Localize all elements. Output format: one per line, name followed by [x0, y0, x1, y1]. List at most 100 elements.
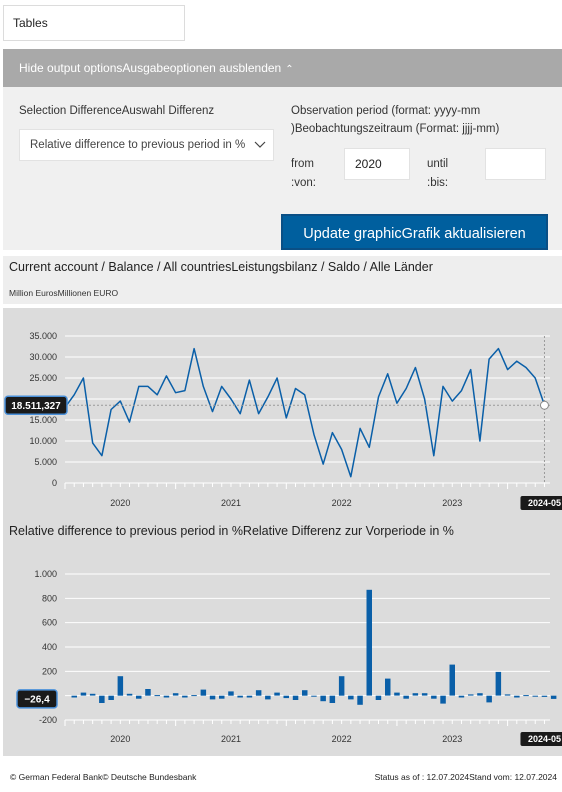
x-tick-label: 2020	[110, 734, 130, 744]
bar	[458, 695, 465, 698]
bar	[209, 695, 216, 700]
y-tick-label: 15.000	[29, 415, 57, 425]
until-input[interactable]	[485, 148, 546, 180]
bar	[338, 676, 345, 696]
bar	[219, 695, 225, 699]
from-label-2: :von:	[291, 177, 316, 189]
bar	[468, 694, 474, 696]
y-tick-label: 600	[42, 618, 57, 628]
bar	[163, 695, 170, 698]
footer-status: Status as of : 12.07.2024Stand vom: 12.0…	[374, 772, 557, 782]
x-tick-label: 2021	[221, 498, 241, 508]
bar	[311, 695, 317, 697]
bar	[394, 692, 400, 696]
y-tick-label: 5.000	[34, 457, 57, 467]
until-label-1: until	[427, 158, 449, 170]
observation-period-label-1: Observation period (format: yyyy-mm	[291, 105, 481, 117]
bar	[486, 695, 492, 703]
bar	[71, 695, 77, 698]
bar	[265, 695, 271, 700]
x-tick-label: 2022	[332, 734, 352, 744]
bar	[495, 671, 502, 696]
bar	[514, 695, 520, 698]
bar	[246, 695, 253, 698]
bar	[145, 689, 151, 696]
hide-options-label: Hide output optionsAusgabeoptionen ausbl…	[19, 61, 282, 75]
bar	[80, 692, 87, 696]
bar	[403, 695, 409, 699]
until-label-2: :bis:	[427, 177, 449, 189]
cursor-y-badge	[16, 689, 58, 709]
bar	[440, 695, 446, 704]
y-tick-label: 25.000	[29, 373, 57, 383]
from-input[interactable]: 2020	[344, 148, 410, 180]
cursor-x-label: 2024-05	[528, 734, 561, 744]
bar	[136, 695, 142, 699]
y-tick-label: 30.000	[29, 352, 57, 362]
options-panel: Selection DifferenceAuswahl Differenz Re…	[3, 87, 562, 250]
bar	[89, 693, 96, 696]
bar	[320, 695, 326, 702]
bar	[421, 693, 428, 696]
balance-line-chart[interactable]: 05.00010.00015.00020.00025.00030.00035.0…	[3, 308, 562, 518]
cursor-y-label: −26,4	[24, 694, 50, 705]
y-tick-label: 35.000	[29, 331, 57, 341]
hide-options-toggle[interactable]: Hide output optionsAusgabeoptionen ausbl…	[3, 49, 562, 87]
footer-copyright: © German Federal Bank© Deutsche Bundesba…	[10, 772, 197, 782]
cursor-x-badge	[520, 496, 562, 510]
bar	[366, 589, 372, 696]
bar	[200, 689, 207, 696]
bar	[412, 693, 419, 696]
bar	[449, 664, 455, 696]
y-tick-label: 400	[42, 642, 57, 652]
bar	[228, 691, 234, 696]
bar	[182, 695, 188, 698]
chevron-up-icon: ⌃	[285, 64, 294, 75]
cursor-y-badge	[4, 395, 68, 416]
bar	[126, 693, 133, 696]
balance-series-line	[64, 347, 546, 478]
x-tick-label: 2023	[442, 498, 462, 508]
bar	[550, 695, 557, 699]
y-tick-label: 10.000	[29, 436, 57, 446]
chevron-down-icon	[253, 130, 267, 160]
x-tick-label: 2022	[332, 498, 352, 508]
chart-area[interactable]: 05.00010.00015.00020.00025.00030.00035.0…	[3, 308, 562, 756]
bar	[117, 676, 124, 696]
selection-difference-value: Relative difference to previous period i…	[30, 139, 246, 151]
bar	[532, 695, 538, 697]
tab-tables[interactable]: Tables	[3, 5, 185, 41]
selection-difference-label: Selection DifferenceAuswahl Differenz	[19, 105, 215, 117]
bar	[477, 693, 483, 696]
bar	[302, 690, 308, 696]
chart2-title: Relative difference to previous period i…	[9, 524, 454, 538]
bar	[237, 695, 243, 698]
bar	[99, 695, 105, 703]
bar	[154, 695, 160, 697]
cursor-x-label: 2024-05	[528, 498, 561, 508]
chart-title: Current account / Balance / All countrie…	[9, 260, 433, 274]
selection-difference-select[interactable]: Relative difference to previous period i…	[19, 129, 274, 161]
bar	[431, 695, 437, 699]
chart-header: Current account / Balance / All countrie…	[3, 256, 562, 304]
y-tick-label: 800	[42, 593, 57, 603]
chart-unit: Million EurosMillionen EURO	[9, 288, 119, 298]
bar	[108, 695, 114, 700]
from-label-1: from	[291, 158, 314, 170]
bar	[504, 694, 511, 696]
x-tick-label: 2021	[221, 734, 241, 744]
bar	[255, 690, 262, 696]
relative-difference-bar-chart[interactable]: -20002004006008001.000202020212022202320…	[3, 556, 562, 756]
y-tick-label: 1.000	[34, 569, 57, 579]
cursor-y-label: 18.511,327	[11, 401, 61, 412]
update-graphic-button[interactable]: Update graphicGrafik aktualisieren	[281, 214, 548, 250]
y-tick-label: 200	[42, 666, 57, 676]
x-tick-label: 2023	[442, 734, 462, 744]
bar	[274, 692, 280, 696]
y-tick-label: 0	[52, 478, 57, 488]
bar	[191, 695, 197, 697]
bar	[348, 695, 354, 700]
bar	[283, 695, 289, 699]
bar	[172, 693, 179, 696]
cursor-x-badge	[520, 732, 562, 746]
